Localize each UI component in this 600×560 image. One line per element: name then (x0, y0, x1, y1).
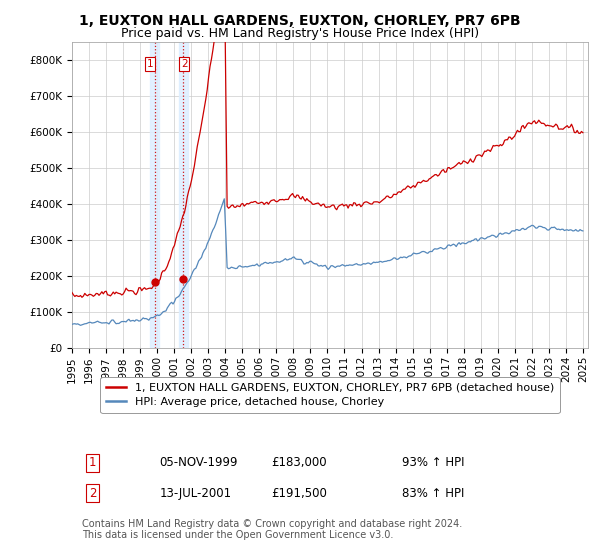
Legend: 1, EUXTON HALL GARDENS, EUXTON, CHORLEY, PR7 6PB (detached house), HPI: Average : 1, EUXTON HALL GARDENS, EUXTON, CHORLEY,… (100, 377, 560, 413)
Text: 2: 2 (181, 59, 187, 69)
Text: Contains HM Land Registry data © Crown copyright and database right 2024.
This d: Contains HM Land Registry data © Crown c… (82, 519, 463, 540)
Text: 83% ↑ HPI: 83% ↑ HPI (402, 487, 464, 500)
Text: 93% ↑ HPI: 93% ↑ HPI (402, 456, 464, 469)
Text: 2: 2 (89, 487, 97, 500)
Text: 1: 1 (146, 59, 153, 69)
Text: 1, EUXTON HALL GARDENS, EUXTON, CHORLEY, PR7 6PB: 1, EUXTON HALL GARDENS, EUXTON, CHORLEY,… (79, 14, 521, 28)
Text: 1: 1 (89, 456, 97, 469)
Text: 05-NOV-1999: 05-NOV-1999 (160, 456, 238, 469)
Text: Price paid vs. HM Land Registry's House Price Index (HPI): Price paid vs. HM Land Registry's House … (121, 27, 479, 40)
Text: £183,000: £183,000 (271, 456, 327, 469)
Bar (179, 42, 188, 348)
Bar (150, 42, 159, 348)
Text: 13-JUL-2001: 13-JUL-2001 (160, 487, 232, 500)
Text: £191,500: £191,500 (271, 487, 327, 500)
